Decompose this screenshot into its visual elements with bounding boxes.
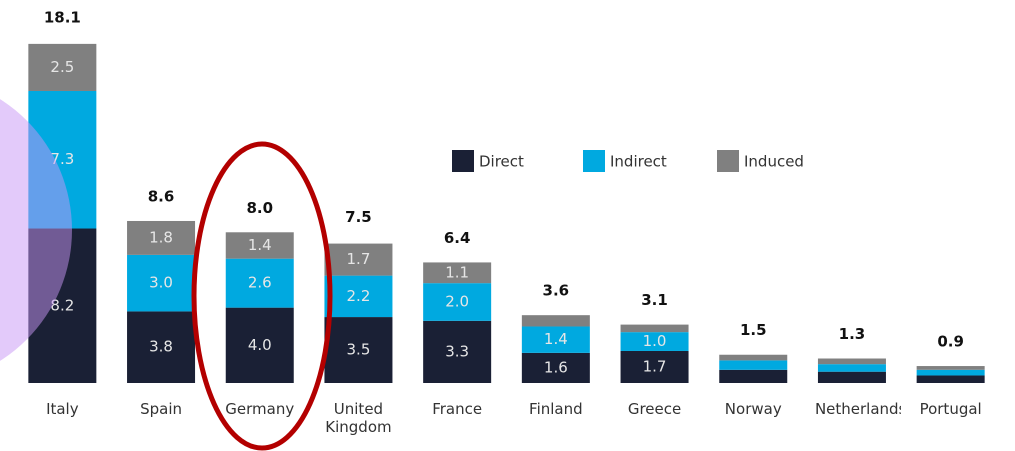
bar-segment <box>127 220 196 255</box>
legend-swatch <box>452 150 474 172</box>
bar-segment <box>225 258 294 308</box>
bar-segment <box>719 369 788 383</box>
segment-label: 1.4 <box>544 330 568 348</box>
segment-label: 8.2 <box>50 296 74 314</box>
total-label: 3.1 <box>641 291 668 309</box>
segment-label: 3.3 <box>445 342 469 360</box>
total-label: 8.0 <box>246 199 273 217</box>
bar-segment <box>817 371 886 383</box>
legend-swatch <box>583 150 605 172</box>
segment-label: 1.7 <box>643 357 667 375</box>
x-tick-label: Italy <box>46 400 79 418</box>
segment-label: 4.0 <box>248 336 272 354</box>
x-tick-label: Finland <box>529 400 583 418</box>
category-label: Italy <box>46 400 79 418</box>
bar-segment <box>423 262 492 284</box>
x-tick-label: Spain <box>140 400 182 418</box>
bar-segment <box>423 283 492 321</box>
total-label: 18.1 <box>44 9 81 27</box>
segment-label: 2.6 <box>248 274 272 292</box>
total-label: 1.3 <box>839 325 866 343</box>
category-label: United Kingdom <box>325 400 392 436</box>
segment-label: 1.4 <box>248 236 272 254</box>
segment-label: 2.2 <box>347 287 371 305</box>
category-label: Netherlands <box>814 400 901 418</box>
bar-segment <box>28 43 97 91</box>
x-tick-label: Greece <box>627 400 682 418</box>
total-label: 0.9 <box>937 333 964 351</box>
legend-label: Direct <box>479 153 524 171</box>
highlight-ellipse <box>191 141 333 451</box>
legend-label: Induced <box>744 153 804 171</box>
total-label: 6.4 <box>444 229 471 247</box>
total-label: 1.5 <box>740 321 767 339</box>
segment-label: 1.7 <box>347 250 371 268</box>
total-label: 7.5 <box>345 208 372 226</box>
segment-label: 1.1 <box>445 263 469 281</box>
category-label: Spain <box>140 400 182 418</box>
highlight-circle <box>0 99 72 361</box>
bar-segment <box>225 232 294 259</box>
bar-segment <box>324 275 393 318</box>
x-tick-label: Germany <box>225 400 295 418</box>
segment-label: 3.0 <box>149 274 173 292</box>
bar-segment <box>521 315 590 327</box>
bar-segment <box>916 369 985 376</box>
bar-segment <box>423 320 492 383</box>
bar-segment <box>719 354 788 361</box>
segment-label: 1.6 <box>544 358 568 376</box>
bar-segment <box>620 350 689 383</box>
x-tick-label: Norway <box>724 400 782 418</box>
x-tick-label: Portugal <box>919 400 982 418</box>
bar-segment <box>620 332 689 351</box>
segment-label: 2.5 <box>50 58 74 76</box>
total-label: 3.6 <box>543 282 570 300</box>
x-tick-label: Netherlands <box>814 400 901 418</box>
segment-label: 3.8 <box>149 338 173 356</box>
category-label: Greece <box>627 400 682 418</box>
x-tick-label: United Kingdom <box>325 400 392 436</box>
segment-label: 3.5 <box>347 341 371 359</box>
bar-segment <box>817 358 886 365</box>
category-label: France <box>432 400 483 418</box>
bar-segment <box>324 243 393 276</box>
x-tick-label: France <box>432 400 483 418</box>
category-label: Norway <box>724 400 782 418</box>
category-label: Finland <box>529 400 583 418</box>
legend-swatch <box>717 150 739 172</box>
category-label: Germany <box>225 400 295 418</box>
bar-segment <box>817 364 886 372</box>
bar-segment <box>719 360 788 370</box>
bar-segment <box>521 352 590 383</box>
segment-label: 2.0 <box>445 292 469 310</box>
bar-segment <box>127 311 196 383</box>
segment-label: 1.8 <box>149 228 173 246</box>
bar-segment <box>521 326 590 353</box>
bar-segment <box>916 366 985 370</box>
segment-label: 1.0 <box>643 332 667 350</box>
bar-segment <box>225 307 294 383</box>
legend-label: Indirect <box>610 153 667 171</box>
bar-segment <box>127 254 196 312</box>
bar-segment <box>620 324 689 333</box>
total-label: 8.6 <box>148 187 175 205</box>
category-label: Portugal <box>919 400 982 418</box>
bar-segment <box>324 317 393 383</box>
bar-segment <box>916 375 985 383</box>
